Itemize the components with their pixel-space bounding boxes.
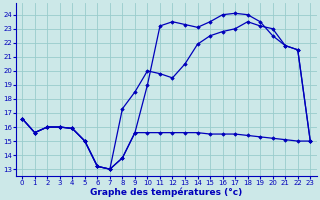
X-axis label: Graphe des températures (°c): Graphe des températures (°c) — [90, 187, 242, 197]
